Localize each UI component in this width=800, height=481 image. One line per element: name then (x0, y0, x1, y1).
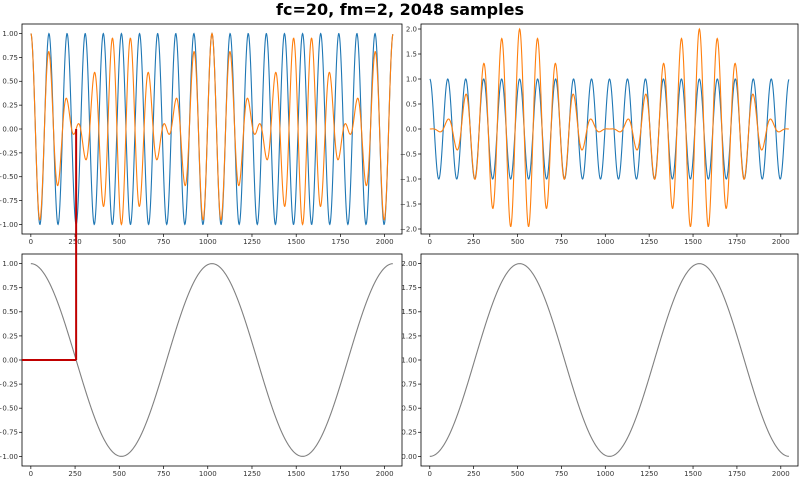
y-tick-label: −0.50 (0, 405, 18, 413)
subplot-top-right: 0 250 500 750 1000 1250 1500 1750 2000 −2.0 −1.5 −1… (400, 23, 799, 246)
x-tick-label: 250 (68, 238, 81, 246)
y-tick-label: −1.00 (0, 221, 18, 229)
x-tick-label: 750 (555, 470, 568, 478)
series-product-line (30, 32, 394, 226)
series-message-line (30, 263, 393, 457)
x-tick-label: 1500 (684, 470, 702, 478)
y-tick-label: −1.0 (400, 175, 417, 183)
x-tick-label: 250 (467, 238, 480, 246)
y-tick-label: 1.25 (401, 332, 417, 340)
axes-frame (21, 253, 403, 467)
subplot-bottom-right: 0 250 500 750 1000 1250 1500 1750 2000 0.00 0.25 0.… (401, 253, 799, 478)
y-tick-label: 1.50 (401, 308, 417, 316)
x-tick-label: 500 (113, 238, 126, 246)
y-tick-label: 0.00 (2, 356, 18, 364)
x-tick-label: 1000 (596, 470, 614, 478)
y-tick-label: 1.00 (401, 356, 417, 364)
x-tick-label: 1750 (332, 470, 350, 478)
y-tick-label: 0.25 (2, 332, 18, 340)
y-tick-label: 1.75 (401, 284, 417, 292)
x-tick-label: 0 (29, 238, 33, 246)
y-tick-label: 2.00 (401, 260, 417, 268)
y-tick-label: −2.0 (400, 225, 417, 233)
x-tick-label: 1750 (728, 470, 746, 478)
x-tick-label: 0 (29, 470, 33, 478)
x-tick-label: 500 (113, 470, 126, 478)
x-tick-label: 500 (511, 238, 524, 246)
series-carrier-line (30, 32, 394, 226)
x-tick-label: 1250 (243, 238, 261, 246)
y-tick-label: −0.75 (0, 197, 18, 205)
x-tick-label: 2000 (772, 470, 790, 478)
x-tick-label: 2000 (376, 238, 394, 246)
x-tick-label: 1250 (640, 238, 658, 246)
y-tick-label: 0.0 (406, 125, 417, 133)
subplot-top-left: 0 250 500 750 1000 1250 1500 1750 2000 −1.00 −0.75… (0, 23, 403, 246)
x-tick-label: 1500 (287, 470, 305, 478)
y-tick-label: 1.00 (2, 260, 18, 268)
y-tick-label: 0.75 (2, 54, 18, 62)
y-tick-label: 0.75 (2, 284, 18, 292)
x-tick-label: 250 (467, 470, 480, 478)
x-tick-label: 2000 (772, 238, 790, 246)
y-tick-label: 0.50 (2, 308, 18, 316)
x-tick-label: 1500 (287, 238, 305, 246)
axes-frame (420, 253, 799, 467)
x-tick-label: 2000 (376, 470, 394, 478)
y-tick-label: 1.0 (406, 75, 417, 83)
x-tick-label: 750 (157, 470, 170, 478)
y-tick-label: −1.5 (400, 200, 417, 208)
axes-frame (21, 23, 403, 235)
y-tick-label: 0.25 (2, 102, 18, 110)
y-tick-label: −0.50 (0, 173, 18, 181)
x-tick-label: 750 (157, 238, 170, 246)
y-tick-label: 0.50 (401, 405, 417, 413)
x-tick-label: 500 (511, 470, 524, 478)
y-tick-label: 2.0 (406, 25, 417, 33)
y-tick-label: 1.5 (406, 50, 417, 58)
y-tick-label: 0.25 (401, 429, 417, 437)
x-tick-label: 0 (428, 238, 432, 246)
y-tick-label: 0.50 (2, 78, 18, 86)
y-tick-label: 0.5 (406, 100, 417, 108)
y-tick-label: −0.25 (0, 380, 18, 388)
series-product-line (429, 27, 789, 228)
x-tick-label: 1750 (728, 238, 746, 246)
y-tick-label: 1.00 (2, 30, 18, 38)
y-tick-label: −0.5 (400, 150, 417, 158)
y-tick-label: −1.00 (0, 453, 18, 461)
figure-title: fc=20, fm=2, 2048 samples (276, 0, 524, 19)
x-tick-label: 1500 (684, 238, 702, 246)
x-tick-label: 1000 (199, 470, 217, 478)
y-tick-label: −0.75 (0, 429, 18, 437)
x-tick-label: 1750 (332, 238, 350, 246)
x-tick-label: 250 (68, 470, 81, 478)
x-tick-label: 1250 (640, 470, 658, 478)
x-tick-label: 750 (555, 238, 568, 246)
series-message-line (429, 263, 789, 457)
y-tick-label: 0.00 (401, 453, 417, 461)
y-tick-label: 0.75 (401, 380, 417, 388)
y-tick-label: −0.25 (0, 149, 18, 157)
x-tick-label: 1000 (199, 238, 217, 246)
y-tick-label: 0.00 (2, 125, 18, 133)
x-tick-label: 1250 (243, 470, 261, 478)
x-tick-label: 1000 (596, 238, 614, 246)
x-tick-label: 0 (428, 470, 432, 478)
subplot-bottom-left: 0 250 500 750 1000 1250 1500 1750 2000 −1.00 −0.75… (0, 253, 403, 478)
